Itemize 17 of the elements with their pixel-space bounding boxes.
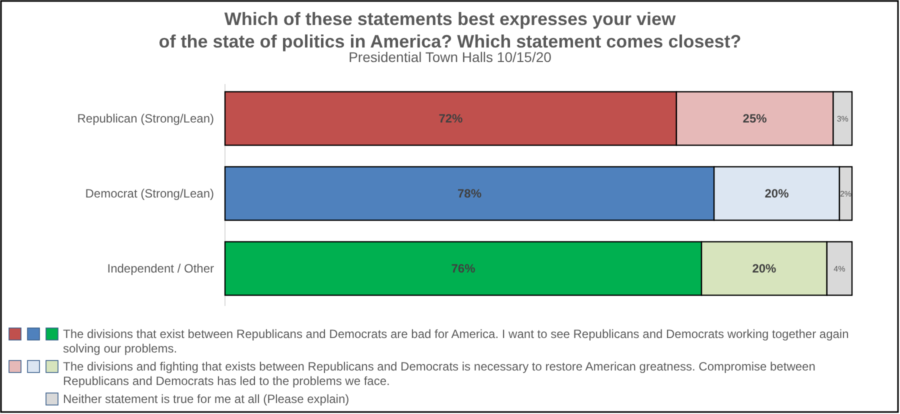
legend-label: Neither statement is true for me at all (Please explain) [63,392,350,406]
data-label: 76% [451,262,476,276]
chart-subtitle: Presidential Town Halls 10/15/20 [348,49,552,65]
data-label: 20% [752,262,777,276]
y-tick-label: Independent / Other [107,262,214,276]
data-label: 4% [834,264,846,274]
y-tick-label: Republican (Strong/Lean) [77,112,214,126]
data-label: 78% [458,186,482,201]
data-label: 25% [742,112,768,126]
chart-title: Which of these statements best expresses your view of the state of politics in America? Which statement comes closest? [158,9,742,52]
data-label: 20% [764,186,790,201]
data-label: 2% [840,189,852,198]
legend-label: The divisions that exist between Republicans and Democrats are bad for America. I want to see Republicans and Democrats working together again solving our problems. [63,327,849,356]
data-label: 72% [438,112,464,126]
legend-label: The divisions and fighting that exists between Republicans and Democrats is necessary to restore American greatness. Compromise between Republicans and Democrats has led to the problems we face. [63,360,816,388]
data-label: 3% [836,114,848,124]
y-tick-label: Democrat (Strong/Lean) [85,186,214,201]
